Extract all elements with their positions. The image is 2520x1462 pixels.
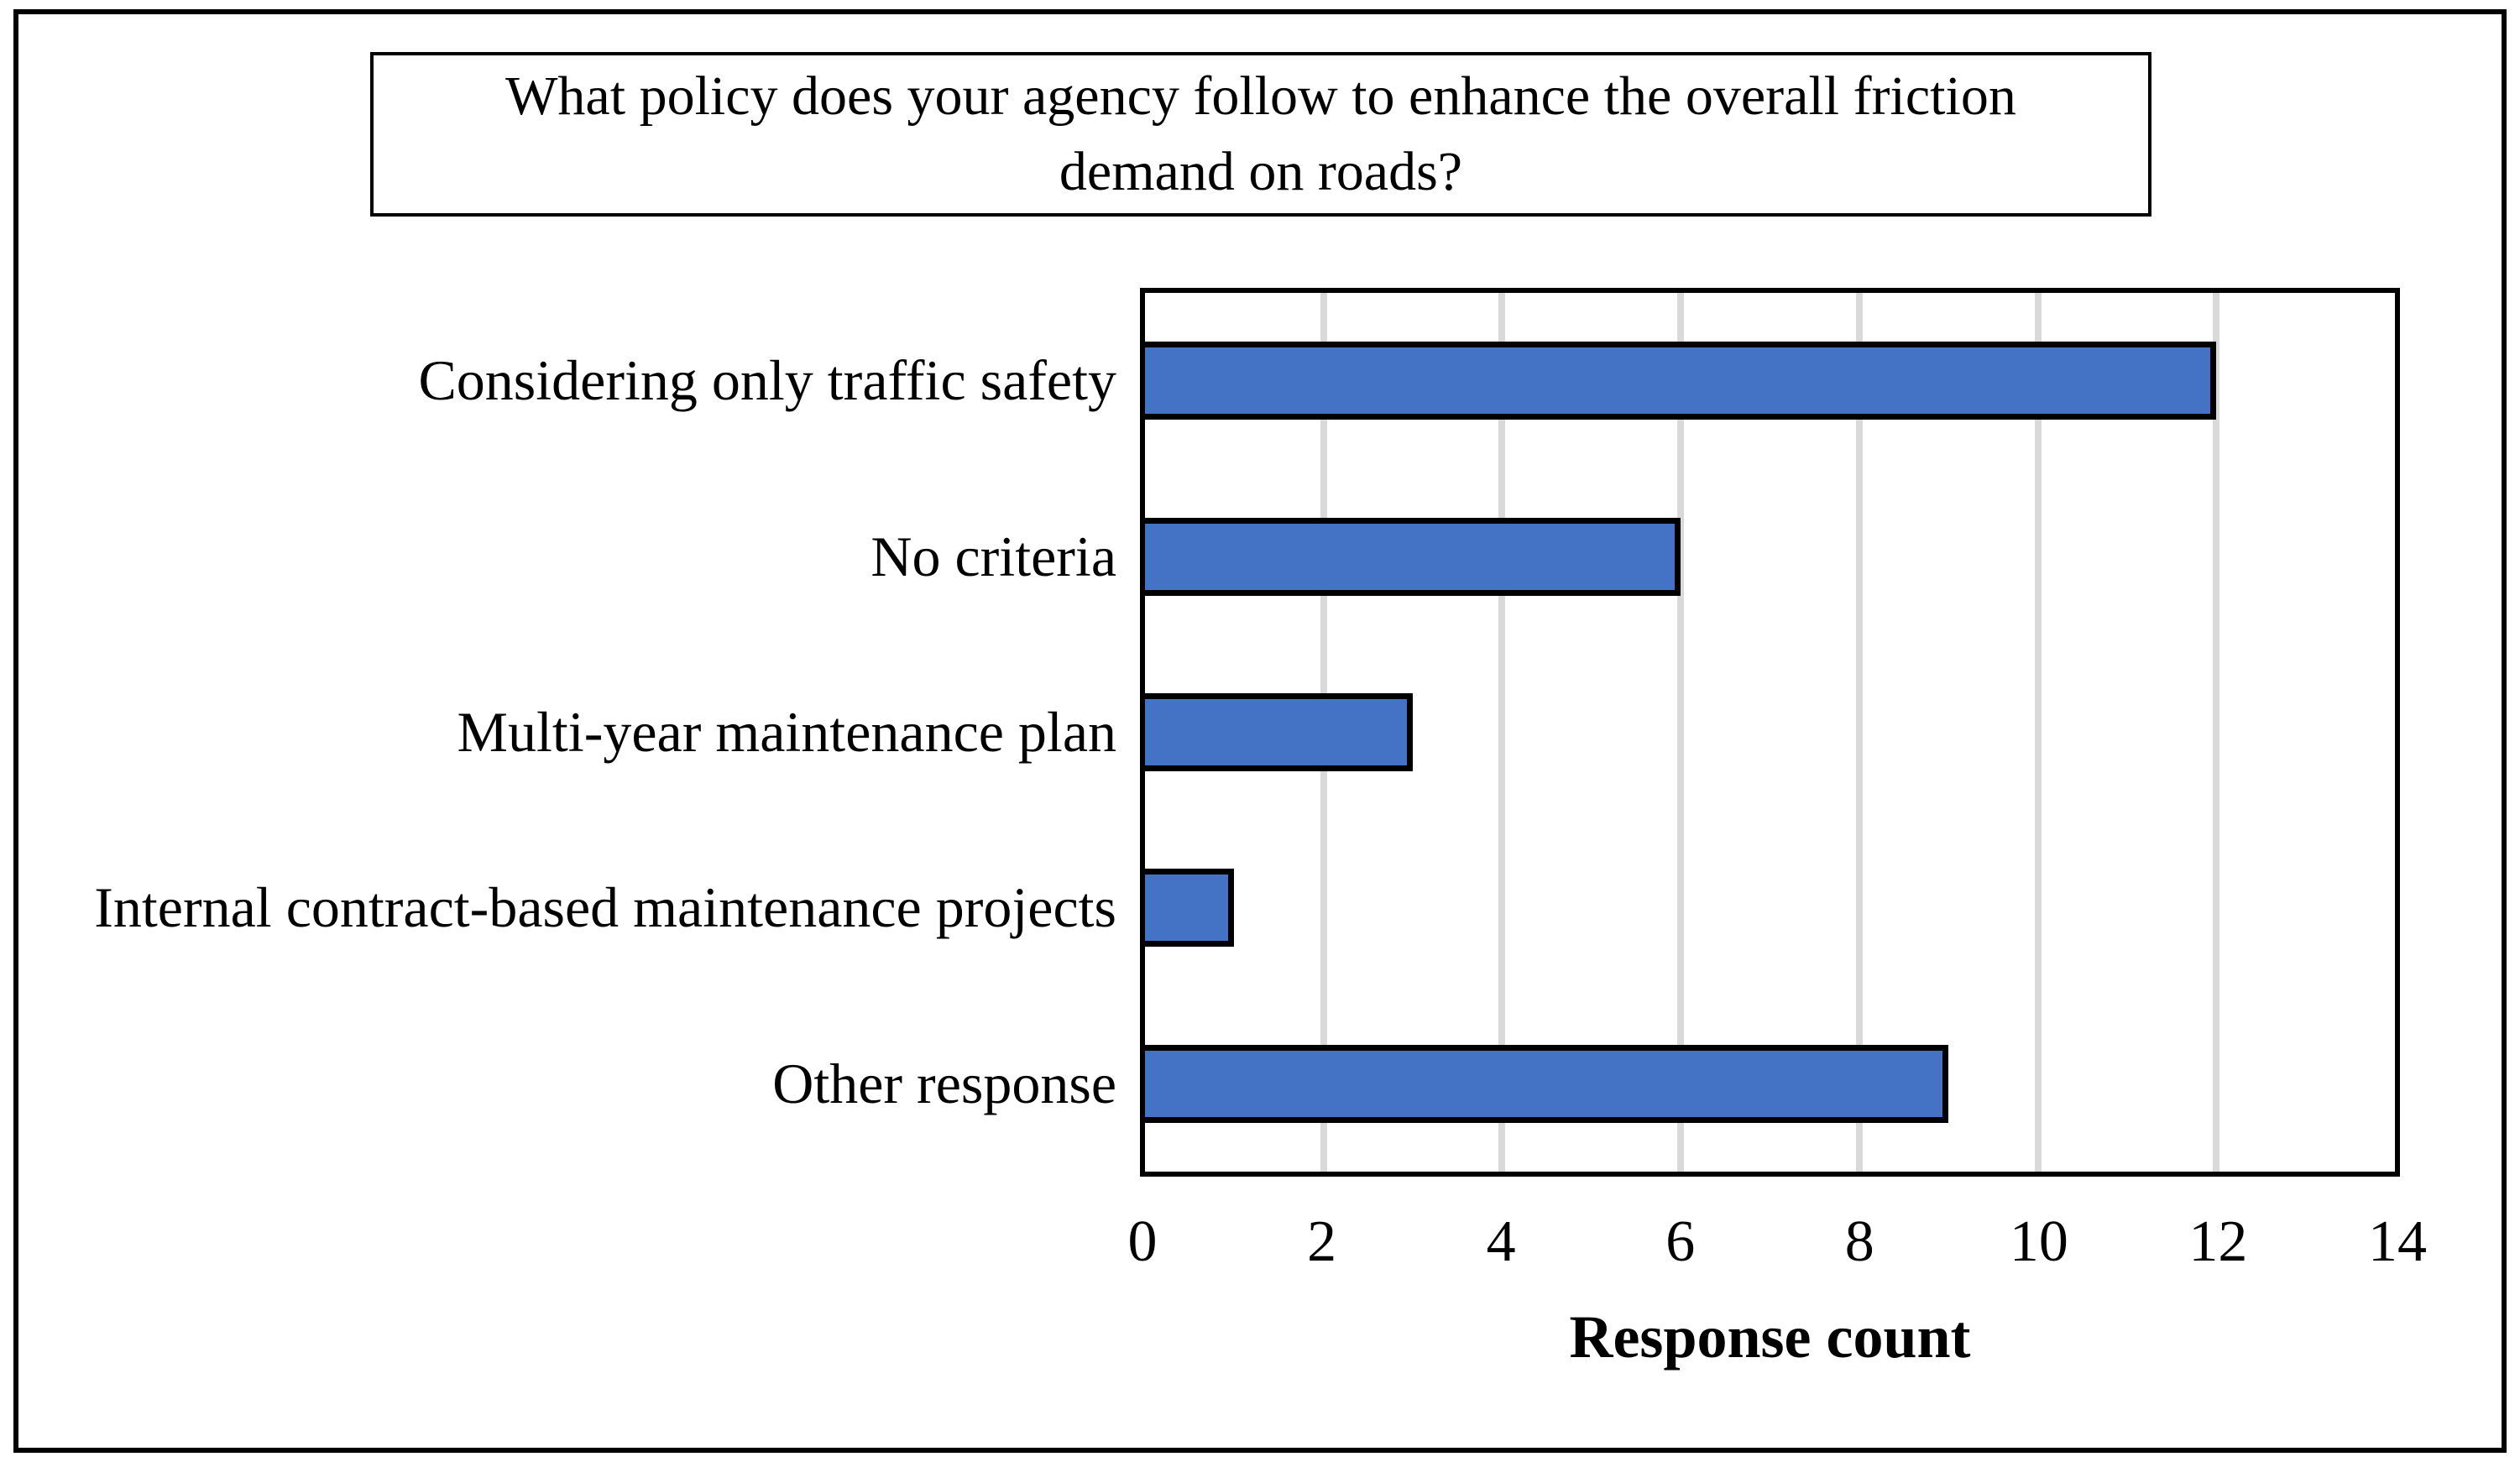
x-axis-title: Response count (1569, 1303, 1971, 1371)
gridline-x-10 (2034, 293, 2042, 1172)
plot-area (1140, 288, 2400, 1177)
x-axis-tick-labels: 0 2 4 6 8 10 12 14 (1128, 1206, 2428, 1277)
bar-3 (1145, 693, 1414, 771)
chart-title-line-1: What policy does your agency follow to e… (505, 65, 2016, 127)
bar-5 (1145, 1044, 1949, 1123)
category-label-2: No criteria (870, 524, 1116, 588)
bar-1 (1145, 342, 2217, 420)
category-label-5: Other response (772, 1051, 1116, 1115)
x-tick-label-12: 12 (2188, 1209, 2248, 1274)
gridline-x-12 (2213, 293, 2220, 1172)
gridline-x-8 (1855, 293, 1863, 1172)
x-tick-label-2: 2 (1307, 1209, 1337, 1274)
bar-4 (1145, 869, 1235, 948)
category-label-1: Considering only traffic safety (418, 348, 1116, 413)
category-label-3: Multi-year maintenance plan (457, 700, 1116, 765)
gridline-x-4 (1498, 293, 1506, 1172)
x-tick-label-0: 0 (1127, 1209, 1158, 1274)
x-tick-label-8: 8 (1844, 1209, 1874, 1274)
category-axis-labels: Considering only traffic safety No criter… (34, 293, 1116, 1172)
x-tick-label-14: 14 (2368, 1209, 2427, 1274)
x-tick-label-6: 6 (1665, 1209, 1696, 1274)
x-tick-label-10: 10 (2009, 1209, 2068, 1274)
bar-2 (1145, 517, 1681, 596)
chart-title-line-2: demand on roads? (1059, 141, 1463, 202)
category-label-4: Internal contract-based maintenance proj… (94, 875, 1116, 940)
chart-title-box: What policy does your agency follow to e… (370, 52, 2151, 217)
gridline-x-6 (1677, 293, 1685, 1172)
x-tick-label-4: 4 (1486, 1209, 1516, 1274)
